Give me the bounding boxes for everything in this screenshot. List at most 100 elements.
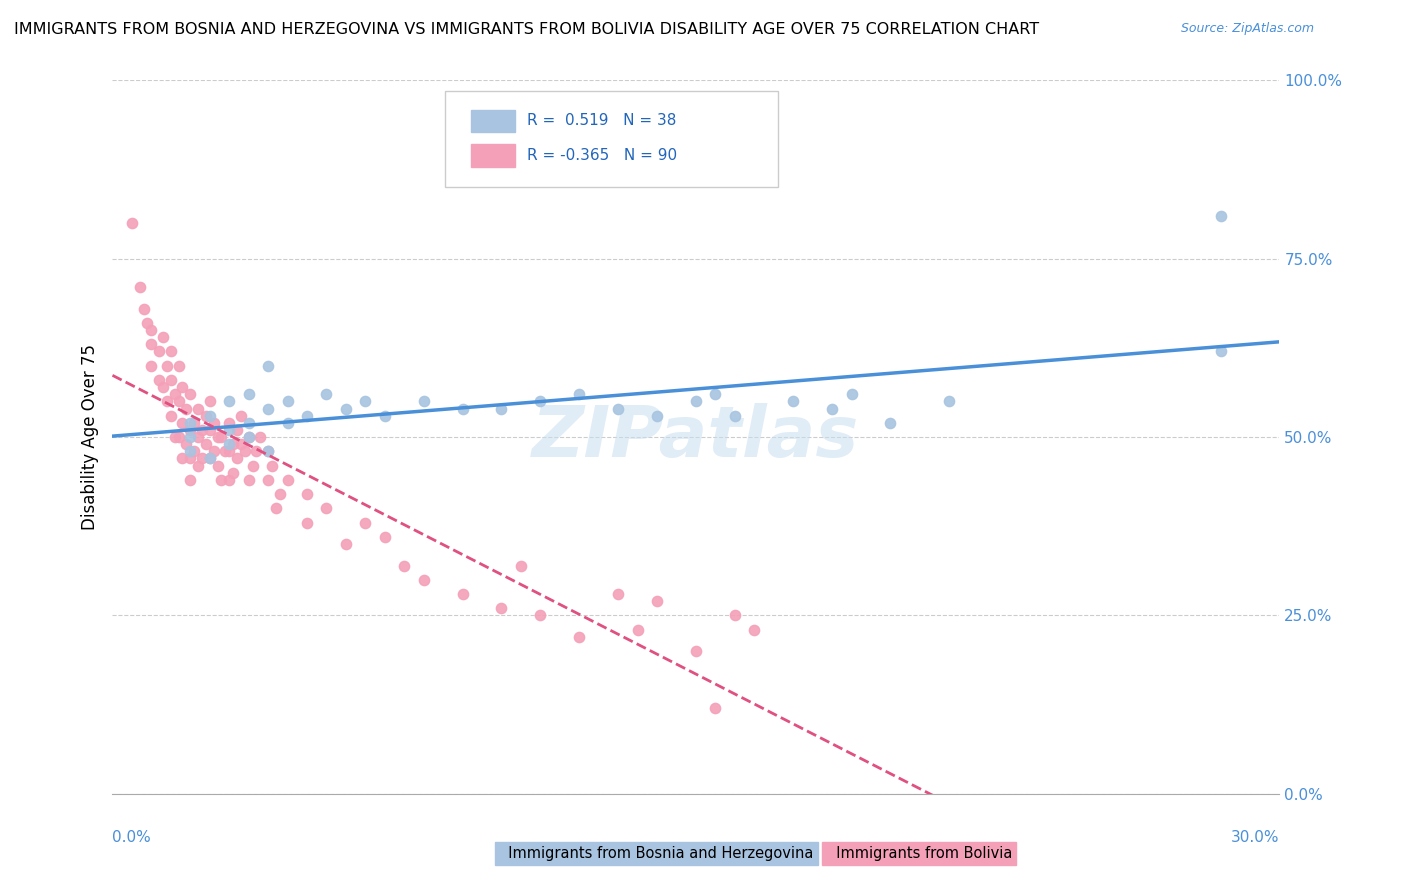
Point: [451, 587, 474, 601]
Point: [179, 423, 201, 437]
Point: [176, 401, 198, 416]
Point: [160, 373, 183, 387]
Point: [509, 558, 531, 573]
Point: [607, 587, 630, 601]
Point: [163, 430, 186, 444]
Point: [269, 487, 291, 501]
Point: [238, 430, 260, 444]
Point: [183, 444, 205, 458]
Point: [202, 416, 225, 430]
Y-axis label: Disability Age Over 75: Disability Age Over 75: [80, 344, 98, 530]
Point: [260, 458, 283, 473]
Point: [568, 387, 591, 401]
Point: [156, 394, 179, 409]
Point: [627, 623, 650, 637]
Point: [198, 451, 221, 466]
Point: [179, 387, 201, 401]
Point: [176, 437, 198, 451]
Point: [315, 387, 337, 401]
Point: [128, 280, 150, 294]
Point: [685, 644, 707, 658]
Point: [491, 401, 513, 416]
Point: [1209, 209, 1232, 223]
Point: [257, 359, 280, 373]
Point: [354, 516, 377, 530]
Point: [264, 501, 287, 516]
Point: [724, 608, 747, 623]
Point: [136, 316, 159, 330]
Point: [412, 573, 434, 587]
Point: [179, 451, 201, 466]
Point: [218, 437, 240, 451]
Point: [179, 444, 201, 458]
Point: [218, 416, 240, 430]
Point: [685, 394, 707, 409]
Point: [187, 430, 209, 444]
Point: [335, 537, 357, 551]
Point: [194, 409, 217, 423]
Point: [295, 516, 318, 530]
Point: [214, 444, 236, 458]
Point: [226, 423, 249, 437]
Point: [335, 401, 357, 416]
Point: [167, 394, 190, 409]
Point: [607, 401, 630, 416]
Point: [167, 359, 190, 373]
Text: IMMIGRANTS FROM BOSNIA AND HERZEGOVINA VS IMMIGRANTS FROM BOLIVIA DISABILITY AGE: IMMIGRANTS FROM BOSNIA AND HERZEGOVINA V…: [14, 22, 1039, 37]
Point: [257, 444, 280, 458]
Point: [222, 466, 245, 480]
Point: [209, 430, 232, 444]
Point: [354, 394, 377, 409]
Point: [141, 337, 163, 351]
Point: [198, 423, 221, 437]
Point: [491, 601, 513, 615]
Point: [141, 323, 163, 337]
Text: Immigrants from Bolivia: Immigrants from Bolivia: [827, 847, 1012, 861]
Point: [160, 344, 183, 359]
Point: [276, 394, 298, 409]
Point: [198, 451, 221, 466]
Point: [148, 344, 170, 359]
FancyBboxPatch shape: [471, 110, 515, 132]
Point: [744, 623, 766, 637]
Point: [132, 301, 155, 316]
Point: [529, 608, 551, 623]
Point: [568, 630, 591, 644]
Text: Immigrants from Bosnia and Herzegovina: Immigrants from Bosnia and Herzegovina: [499, 847, 814, 861]
Point: [160, 409, 183, 423]
Point: [218, 444, 240, 458]
Point: [141, 359, 163, 373]
Point: [938, 394, 960, 409]
Point: [238, 430, 260, 444]
Point: [172, 451, 194, 466]
Point: [167, 430, 190, 444]
Point: [172, 380, 194, 394]
Point: [645, 409, 668, 423]
Point: [191, 451, 214, 466]
Point: [226, 451, 249, 466]
Point: [374, 530, 396, 544]
Point: [724, 409, 747, 423]
Point: [152, 380, 174, 394]
Point: [121, 216, 143, 230]
Point: [179, 473, 201, 487]
Point: [841, 387, 863, 401]
Point: [451, 401, 474, 416]
Point: [1209, 344, 1232, 359]
Point: [249, 430, 271, 444]
Text: R =  0.519   N = 38: R = 0.519 N = 38: [527, 113, 676, 128]
Point: [374, 409, 396, 423]
Point: [412, 394, 434, 409]
Point: [238, 473, 260, 487]
Text: ZIPatlas: ZIPatlas: [533, 402, 859, 472]
Point: [295, 487, 318, 501]
Text: 30.0%: 30.0%: [1232, 830, 1279, 845]
Point: [229, 409, 252, 423]
Point: [183, 416, 205, 430]
Point: [295, 409, 318, 423]
Point: [704, 387, 727, 401]
Point: [198, 409, 221, 423]
Point: [194, 437, 217, 451]
Point: [148, 373, 170, 387]
Point: [229, 437, 252, 451]
